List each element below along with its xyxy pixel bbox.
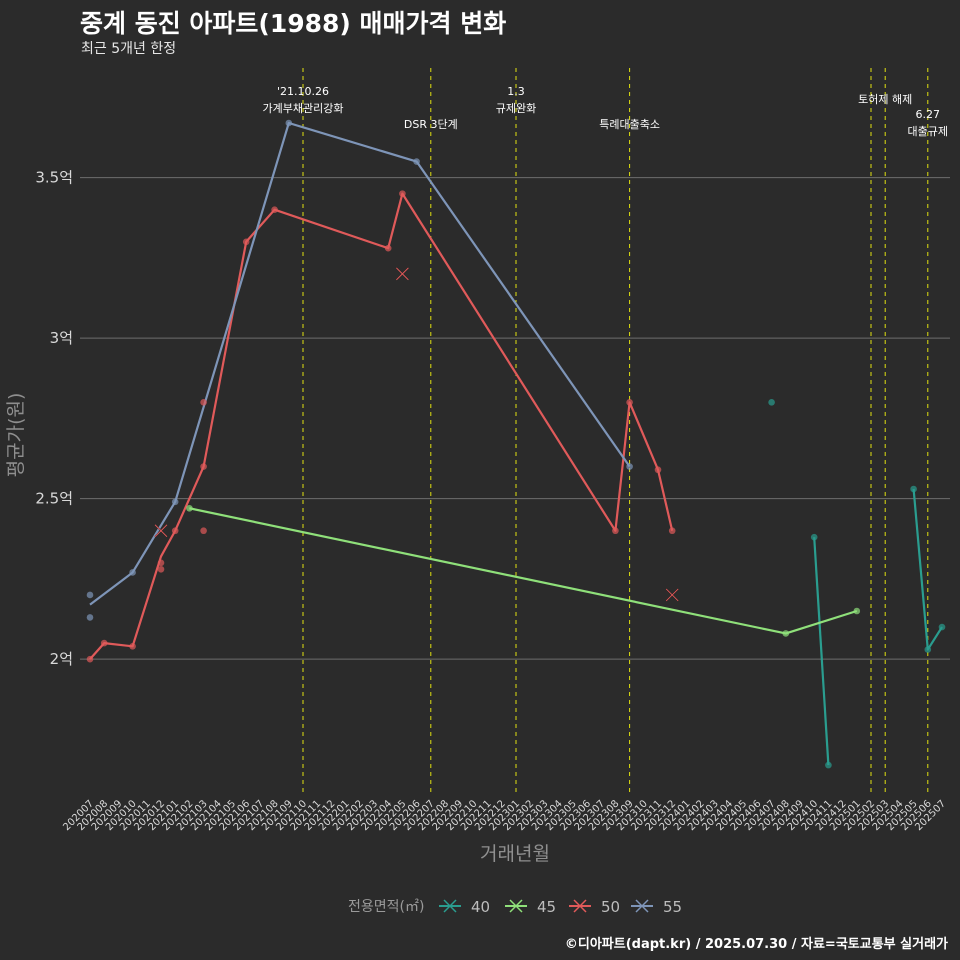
- event-label: DSR 3단계: [404, 118, 458, 131]
- data-point: [768, 399, 775, 406]
- data-point: [200, 463, 207, 470]
- x-tick-labels: 2020072020082020092020102020112020122021…: [61, 798, 948, 833]
- event-label: 대출규제: [908, 125, 948, 138]
- data-point: [399, 190, 406, 197]
- data-point: [171, 498, 179, 506]
- data-point: [86, 655, 94, 663]
- data-point: [200, 527, 207, 535]
- source-caption: ©디아파트(dapt.kr) / 2025.07.30 / 자료=국토교통부 실…: [564, 937, 948, 952]
- data-point: [782, 630, 790, 637]
- data-point: [285, 119, 293, 127]
- series-layer: [86, 119, 946, 769]
- series-line: [912, 488, 943, 651]
- data-point: [171, 527, 179, 535]
- cross-marker: [154, 524, 168, 538]
- data-point: [384, 244, 392, 252]
- y-tick-label: 3.5억: [35, 169, 73, 187]
- legend: 전용면적(㎡) 40 45 50 55: [348, 898, 682, 916]
- data-point: [810, 533, 818, 541]
- event-label: 특례대출축소: [599, 118, 660, 131]
- data-point: [924, 646, 932, 653]
- data-point: [157, 559, 165, 567]
- y-tick-label: 2억: [50, 650, 73, 668]
- event-label: 토허제 해제: [858, 92, 912, 106]
- data-point: [668, 527, 676, 535]
- grid-lines: [80, 177, 950, 660]
- series-line: [89, 121, 631, 606]
- legend-key-cross: [573, 899, 587, 913]
- legend-label: 40: [471, 898, 490, 916]
- data-point: [157, 565, 165, 573]
- data-point: [612, 527, 619, 535]
- cross-marker: [665, 588, 679, 602]
- data-point: [825, 761, 832, 769]
- data-point: [626, 463, 633, 470]
- series-line: [89, 192, 674, 660]
- data-point: [654, 466, 662, 474]
- data-point: [129, 643, 136, 650]
- event-label: '21.10.26: [277, 85, 329, 98]
- event-label: 6.27: [916, 108, 941, 121]
- data-point: [413, 158, 420, 165]
- data-point: [853, 607, 861, 615]
- data-point: [86, 591, 94, 599]
- legend-key-cross: [509, 899, 523, 913]
- legend-key-cross: [635, 899, 649, 913]
- y-axis-title: 평균가(원): [5, 393, 27, 478]
- y-tick-label: 2.5억: [35, 490, 73, 508]
- chart-subtitle: 최근 5개년 한정: [81, 41, 177, 57]
- event-label: 가계부채관리강화: [263, 102, 344, 115]
- data-point: [626, 399, 633, 406]
- legend-label: 45: [537, 898, 556, 916]
- data-point: [938, 623, 946, 631]
- event-label: 규제완화: [496, 102, 536, 115]
- y-tick-label: 3억: [50, 329, 73, 347]
- legend-label: 50: [601, 898, 620, 916]
- legend-key-cross: [443, 899, 457, 913]
- x-axis-title: 거래년월: [480, 843, 550, 865]
- event-label: 1.3: [507, 85, 525, 98]
- data-point: [86, 614, 94, 621]
- data-point: [186, 504, 193, 512]
- series-line: [813, 537, 830, 766]
- data-point: [129, 569, 136, 576]
- legend-title: 전용면적(㎡): [348, 899, 424, 915]
- data-point: [910, 485, 917, 493]
- y-tick-labels: 2억 2.5억 3억 3.5억: [35, 169, 73, 669]
- data-point: [242, 238, 250, 246]
- cross-marker: [396, 267, 409, 281]
- data-point: [200, 399, 207, 406]
- chart-title: 중계 동진 아파트(1988) 매매가격 변화: [80, 9, 507, 38]
- data-point: [271, 206, 278, 213]
- data-point: [100, 639, 108, 647]
- series-line: [189, 507, 858, 635]
- legend-label: 55: [663, 898, 682, 916]
